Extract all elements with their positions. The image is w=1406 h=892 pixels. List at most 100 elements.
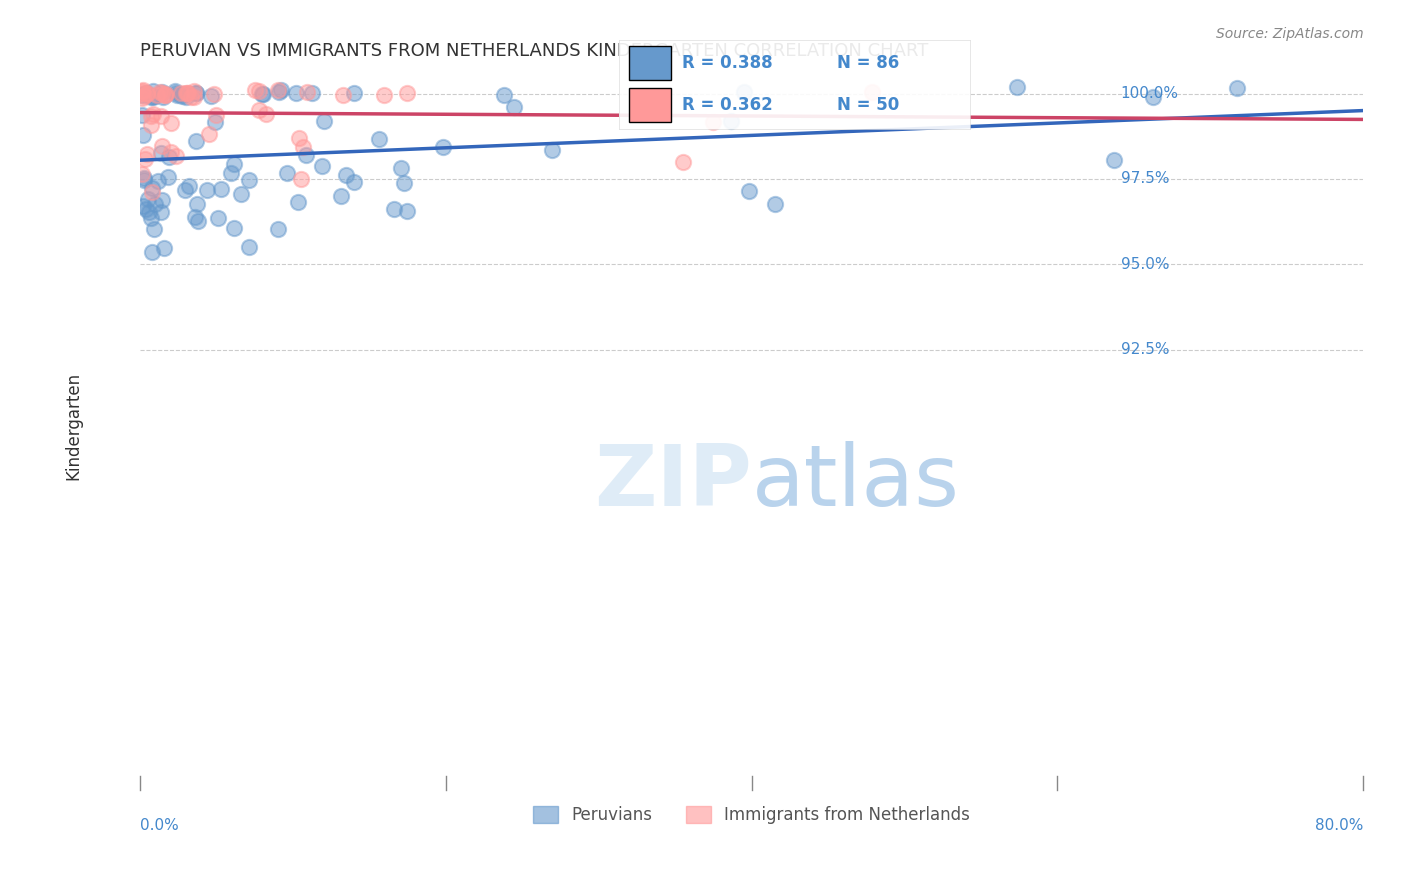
Text: PERUVIAN VS IMMIGRANTS FROM NETHERLANDS KINDERGARTEN CORRELATION CHART: PERUVIAN VS IMMIGRANTS FROM NETHERLANDS … (141, 42, 928, 60)
Point (186, 87, 208, 101)
Point (136, 86, 159, 100)
Point (180, 89, 202, 103)
Point (166, 87, 188, 102)
Point (153, 241, 176, 255)
Point (135, 87, 157, 101)
Point (702, 115, 724, 129)
Point (287, 195, 309, 210)
Text: 80.0%: 80.0% (1315, 818, 1362, 833)
Point (224, 156, 246, 170)
Point (170, 86, 193, 100)
Point (1104, 153, 1126, 167)
Point (163, 85, 186, 99)
Point (142, 90, 165, 104)
Point (177, 179, 200, 194)
Point (135, 202, 157, 217)
Point (176, 86, 198, 100)
Point (382, 202, 405, 216)
Point (373, 87, 395, 102)
Point (132, 88, 155, 103)
Point (672, 154, 695, 169)
Point (131, 167, 153, 181)
Point (150, 87, 173, 101)
FancyBboxPatch shape (630, 88, 672, 122)
Point (165, 149, 187, 163)
Point (186, 197, 208, 211)
Point (202, 87, 225, 101)
Point (131, 91, 153, 105)
Point (160, 116, 183, 130)
Point (141, 109, 163, 123)
FancyBboxPatch shape (630, 46, 672, 80)
Point (205, 108, 228, 122)
Point (152, 89, 174, 103)
Point (143, 196, 166, 211)
Point (139, 90, 162, 104)
Point (276, 166, 298, 180)
Point (254, 107, 277, 121)
Point (131, 88, 153, 103)
Point (231, 186, 253, 201)
Point (396, 87, 419, 101)
Point (141, 185, 163, 199)
Point (195, 183, 218, 197)
Point (184, 210, 207, 224)
Point (432, 140, 454, 154)
Point (502, 100, 524, 114)
Point (170, 89, 193, 103)
Text: R = 0.362: R = 0.362 (682, 96, 773, 114)
Point (184, 134, 207, 148)
Point (294, 147, 316, 161)
Point (141, 181, 163, 195)
Point (187, 214, 209, 228)
Text: 100.0%: 100.0% (1121, 87, 1178, 101)
Point (200, 88, 222, 103)
Point (184, 86, 207, 100)
Point (392, 177, 415, 191)
Text: Kindergarten: Kindergarten (63, 372, 82, 481)
Point (314, 114, 336, 128)
Point (142, 107, 165, 121)
Point (142, 84, 165, 98)
Point (138, 205, 160, 219)
Point (301, 87, 323, 101)
Point (150, 193, 173, 207)
Point (343, 86, 366, 100)
Point (198, 128, 221, 142)
Point (367, 132, 389, 146)
Point (132, 128, 155, 142)
Point (295, 85, 318, 99)
Point (311, 160, 333, 174)
Point (204, 115, 226, 129)
Text: 97.5%: 97.5% (1121, 171, 1170, 186)
Point (150, 146, 173, 161)
Point (250, 87, 273, 101)
Point (332, 87, 354, 102)
Point (149, 85, 172, 99)
Point (132, 83, 155, 97)
Point (148, 173, 170, 187)
Point (285, 87, 308, 101)
Legend: Peruvians, Immigrants from Netherlands: Peruvians, Immigrants from Netherlands (526, 799, 977, 830)
Text: Source: ZipAtlas.com: Source: ZipAtlas.com (1216, 27, 1364, 41)
Point (267, 221, 290, 235)
Point (134, 173, 156, 187)
Point (541, 143, 564, 157)
Point (159, 145, 181, 159)
Point (183, 84, 205, 98)
Text: N = 50: N = 50 (837, 96, 898, 114)
Point (733, 85, 755, 99)
Point (142, 221, 165, 235)
Point (132, 199, 155, 213)
Point (209, 182, 232, 196)
Point (247, 103, 270, 117)
Point (135, 86, 157, 100)
Point (207, 211, 229, 226)
Point (141, 244, 163, 259)
Point (343, 175, 366, 189)
Point (165, 86, 187, 100)
Point (1007, 79, 1029, 94)
Point (1142, 90, 1164, 104)
Point (395, 203, 418, 218)
Point (221, 165, 243, 179)
